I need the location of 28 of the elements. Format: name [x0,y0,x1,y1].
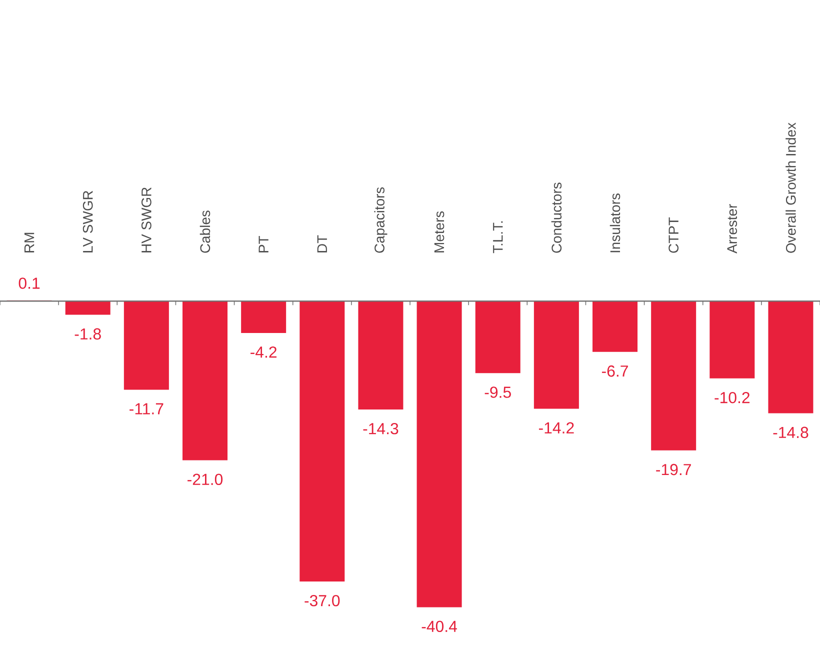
x-tick-label: Insulators [610,194,620,252]
x-tick-label: Arrester [727,204,738,254]
data-label: -19.7 [656,464,691,476]
x-tick-label: LV SWGR [82,190,93,252]
x-tick-label: Meters [434,211,444,252]
data-label: -37.0 [304,595,340,606]
x-tick-label: Cables [200,210,210,253]
data-label: -9.5 [484,386,511,398]
data-label: -1.8 [74,328,101,340]
data-label: -14.3 [363,423,398,434]
data-label: -6.7 [602,365,628,377]
x-tick-label: CTPT [668,217,679,253]
x-tick-label: Conductors [551,182,562,253]
data-label: -21.0 [188,474,223,486]
x-tick-label: DT [317,235,327,252]
data-label: -11.7 [130,403,164,414]
x-tick-label: HV SWGR [141,187,152,252]
data-label: -4.2 [250,346,277,358]
x-tick-label: PT [258,236,268,252]
x-tick-label: RM [24,232,34,252]
data-label: -14.8 [773,426,808,438]
data-label: -40.4 [422,620,457,632]
x-tick-label: T.L.T. [493,221,503,254]
x-tick-label: Overall Growth Index [786,122,796,253]
data-label: 0.1 [18,278,40,289]
data-label: -14.2 [538,422,574,434]
x-tick-label: Capacitors [374,187,388,253]
data-label: -10.2 [714,392,750,404]
